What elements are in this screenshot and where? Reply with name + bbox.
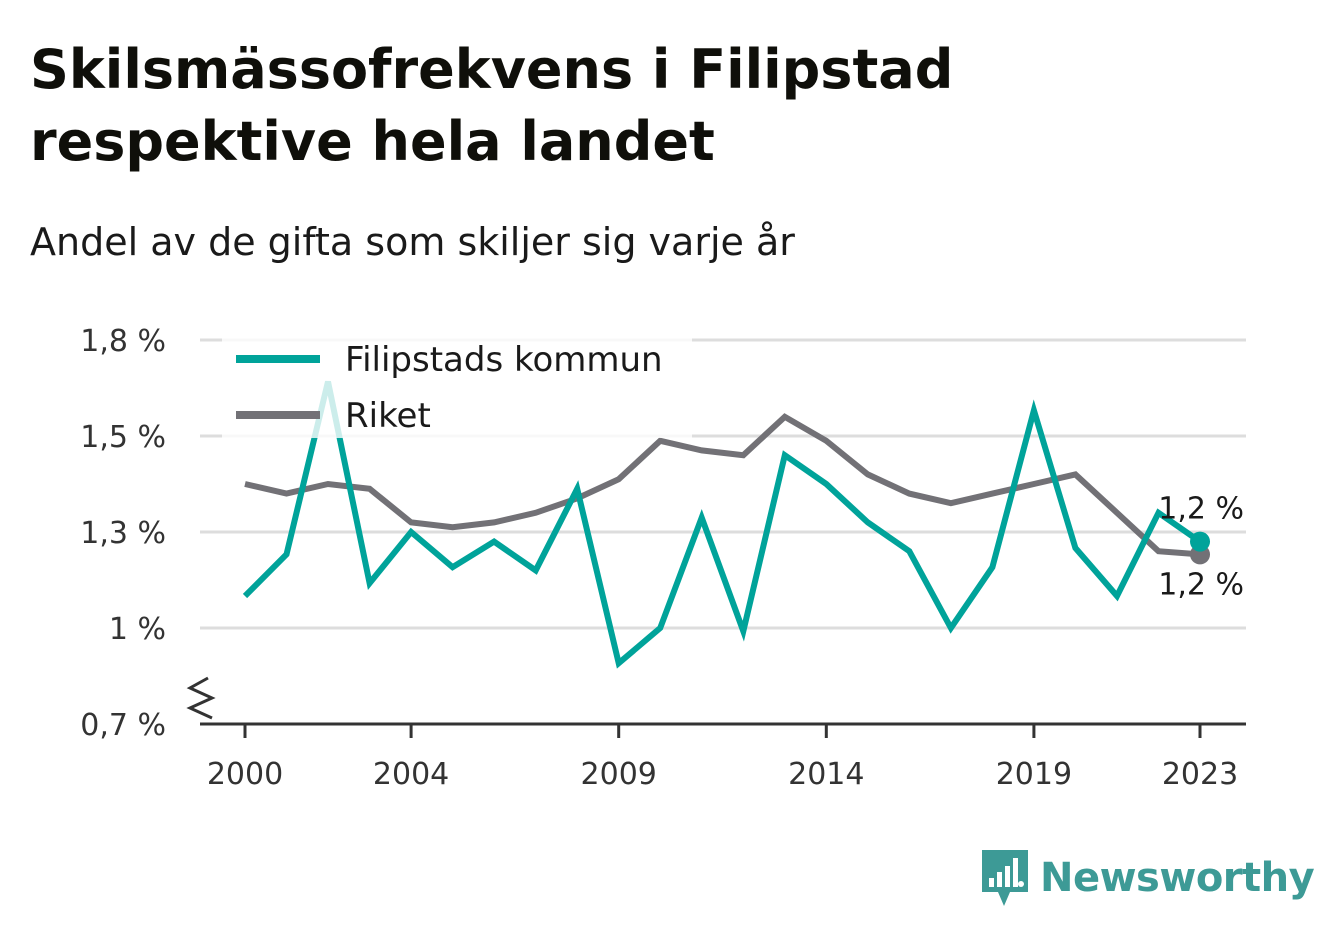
x-tick-label: 2014	[788, 757, 864, 792]
x-tick-label: 2004	[373, 757, 449, 792]
x-axis	[186, 676, 1246, 726]
y-tick-label: 1,3 %	[80, 516, 166, 551]
legend-background	[222, 330, 692, 438]
series-lines	[242, 380, 1210, 669]
end-labels: 1,2 % 1,2 %	[1158, 492, 1244, 603]
y-tick-label: 0,7 %	[80, 708, 166, 743]
x-tick-label: 2000	[207, 757, 283, 792]
y-axis-ticks: 0,7 % 1 % 1,3 % 1,5 % 1,8 %	[80, 324, 166, 743]
series-line-0	[242, 380, 1202, 669]
chart-subtitle: Andel av de gifta som skiljer sig varje …	[30, 220, 795, 264]
legend-label: Filipstads kommun	[345, 340, 663, 380]
end-label: 1,2 %	[1158, 567, 1244, 602]
brand-name: Newsworthy	[1040, 855, 1315, 901]
bar-chart-speech-bubble-icon	[982, 850, 1028, 906]
newsworthy-logo: Newsworthy	[980, 848, 1315, 908]
x-tick-label: 2009	[581, 757, 657, 792]
axis-break-icon	[186, 676, 216, 720]
series-line-1	[244, 413, 1201, 558]
page-title: Skilsmässofrekvens i Filipstad respektiv…	[30, 38, 954, 173]
x-axis-ticks: 2000 2004 2009 2014 2019 2023	[207, 724, 1238, 792]
end-point-0	[1190, 531, 1210, 552]
x-tick-label: 2019	[996, 757, 1072, 792]
legend: Filipstads kommun Riket	[222, 330, 692, 438]
y-tick-label: 1 %	[109, 612, 166, 647]
y-tick-label: 1,8 %	[80, 324, 166, 359]
legend-label: Riket	[345, 396, 431, 436]
x-tick-label: 2023	[1162, 757, 1238, 792]
end-label: 1,2 %	[1158, 492, 1244, 527]
y-tick-label: 1,5 %	[80, 420, 166, 455]
